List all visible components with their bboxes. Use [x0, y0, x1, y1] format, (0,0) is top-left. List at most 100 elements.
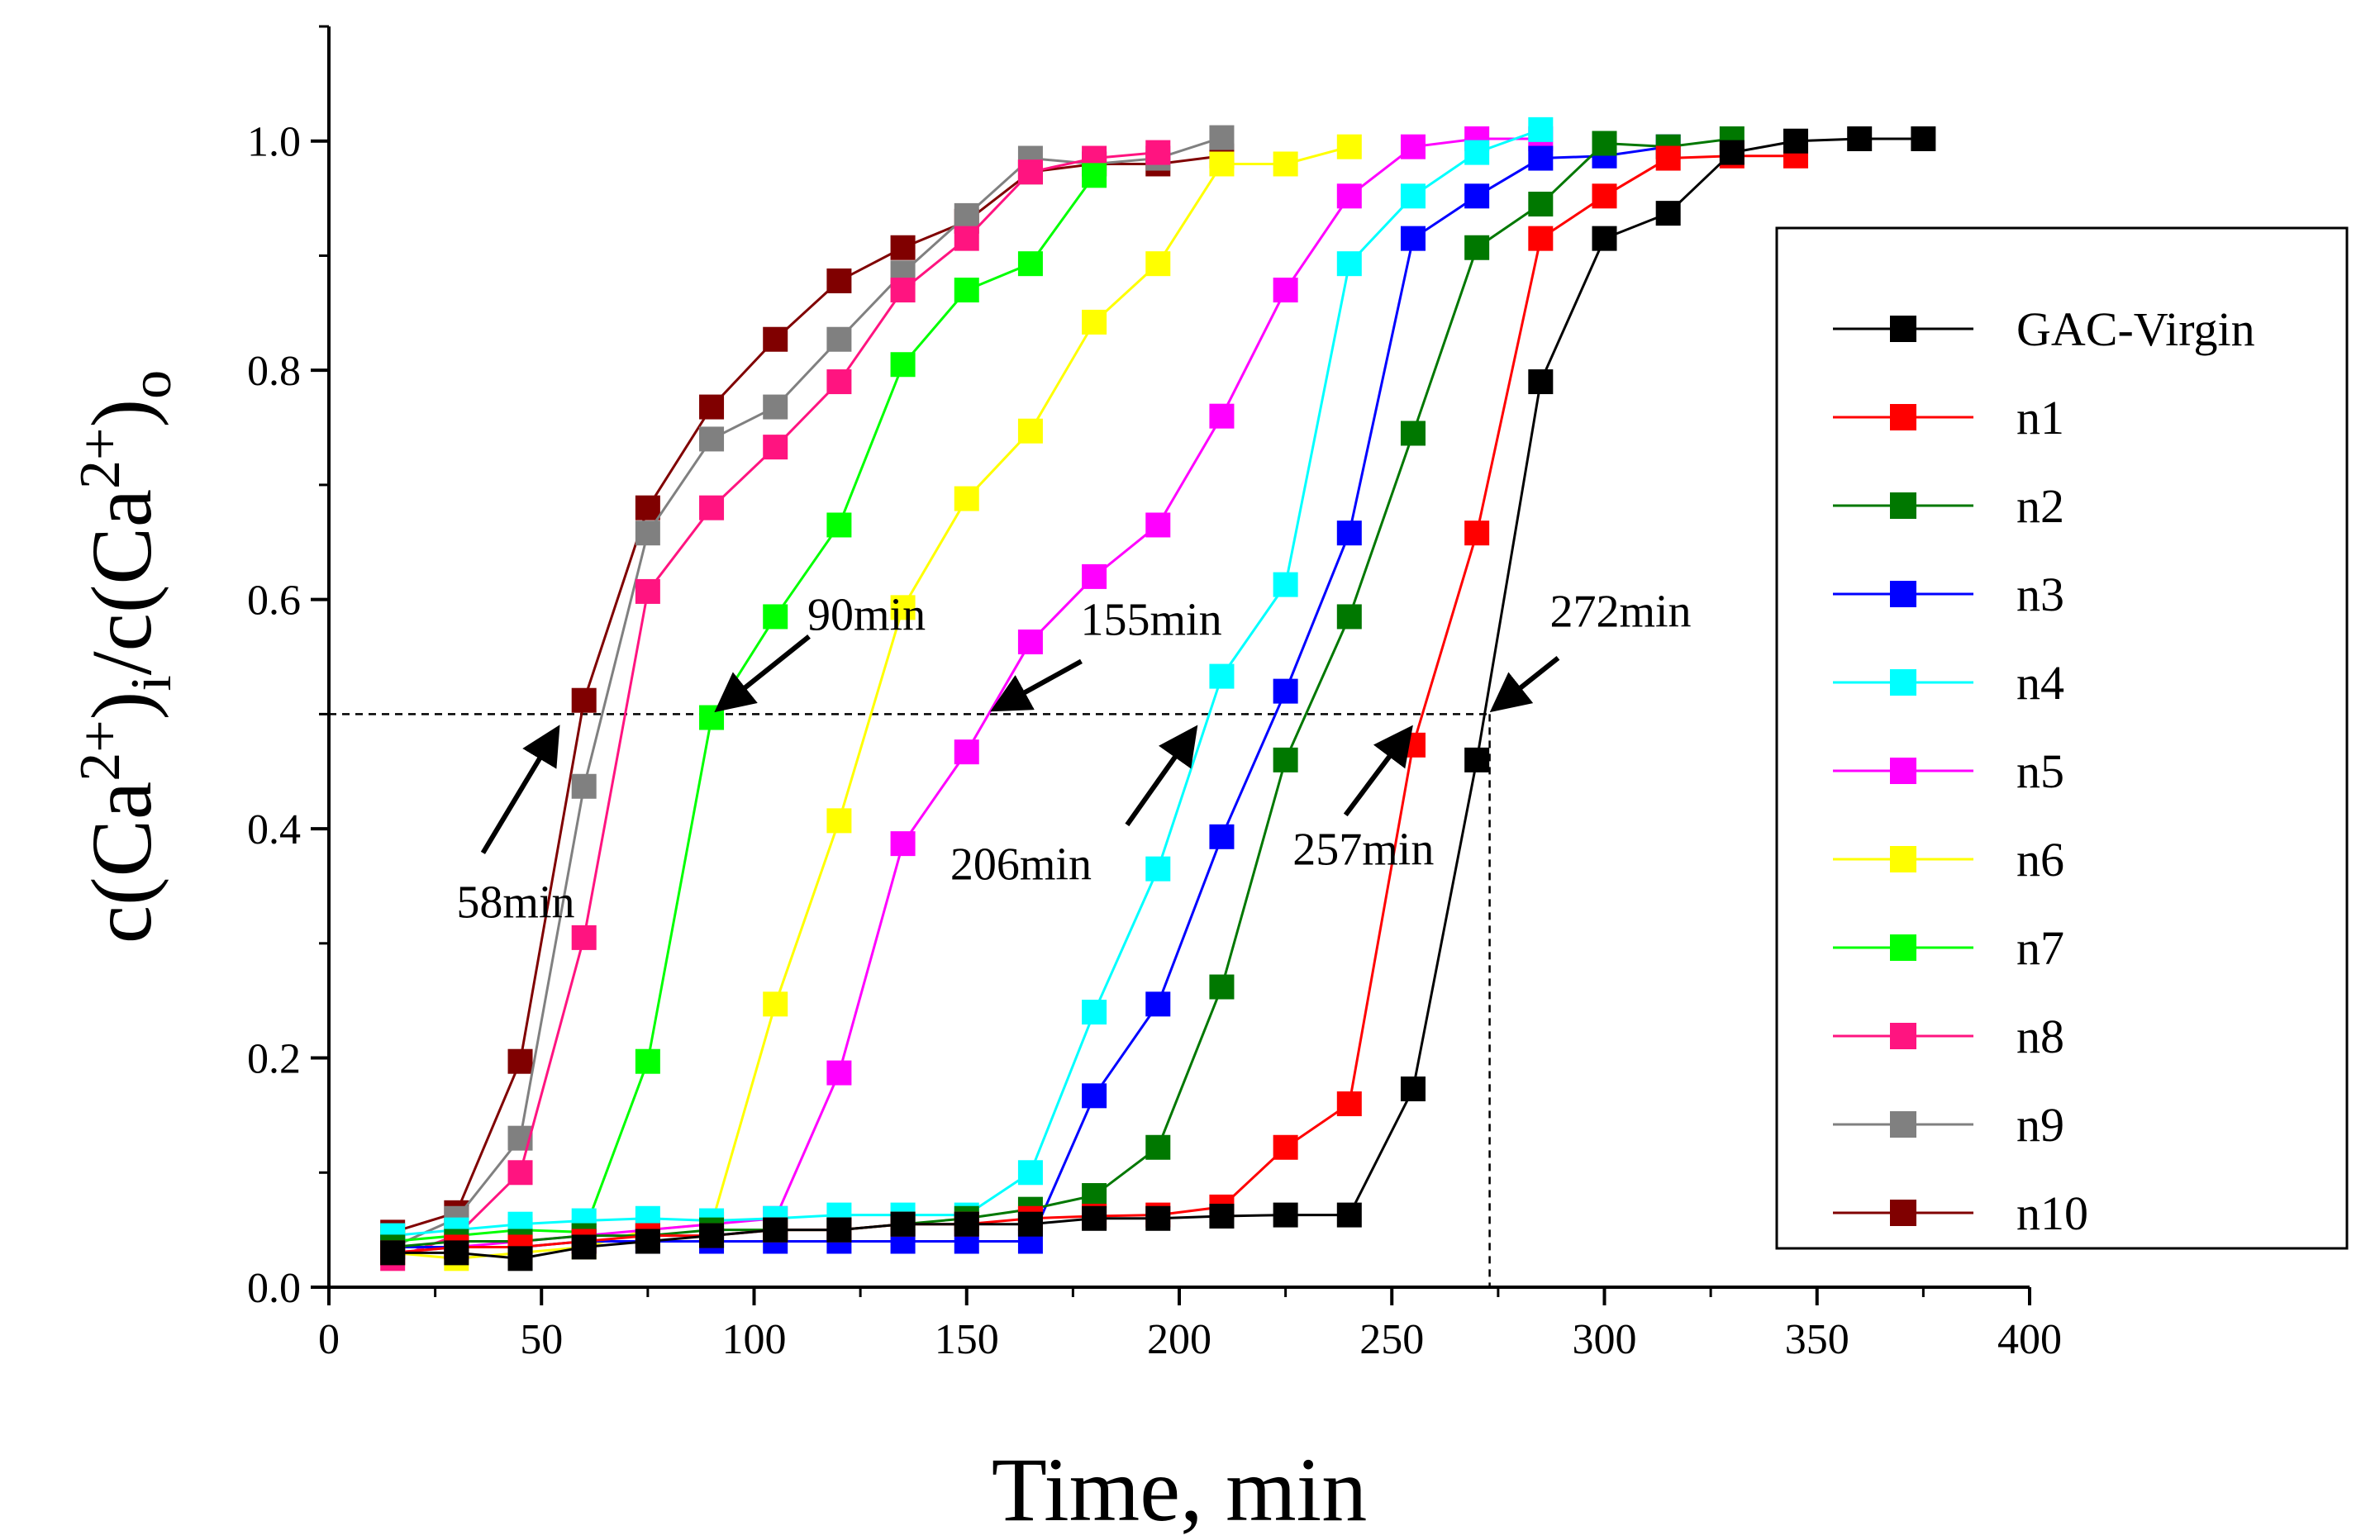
data-point	[954, 202, 979, 228]
legend-label: n4	[2016, 656, 2064, 710]
legend-label: GAC-Virgin	[2016, 302, 2255, 356]
data-point	[1592, 131, 1617, 156]
data-point	[1273, 678, 1298, 704]
data-point	[954, 486, 979, 511]
y-tick-label: 0.0	[247, 1265, 301, 1312]
data-point	[635, 1229, 660, 1254]
legend-marker	[1890, 758, 1916, 784]
x-tick-label: 350	[1785, 1316, 1849, 1363]
data-point	[826, 1060, 852, 1086]
series-GAC-Virgin	[380, 126, 1936, 1271]
data-point	[1400, 421, 1426, 446]
data-point	[1145, 991, 1171, 1017]
series-line	[393, 145, 1350, 1260]
data-point	[1273, 747, 1298, 772]
ticks: 0 50 100 150 200 250 300 350 400 0.0 0.2 0.4 0.6 0.8 1…	[247, 25, 2062, 1363]
data-point	[1464, 140, 1490, 165]
data-point	[1145, 856, 1171, 882]
data-point	[1017, 251, 1043, 277]
data-point	[763, 604, 788, 630]
legend-label: n6	[2016, 833, 2064, 886]
legend-item: n3	[1833, 568, 2064, 621]
legend-item: n9	[1833, 1098, 2064, 1152]
data-point	[1209, 824, 1235, 849]
legend-marker	[1890, 581, 1916, 607]
data-point	[1400, 183, 1426, 209]
data-point	[1082, 309, 1107, 335]
x-tick-label: 150	[935, 1316, 999, 1363]
x-tick-label: 250	[1359, 1316, 1424, 1363]
data-point	[1400, 226, 1426, 251]
data-point	[1145, 1134, 1171, 1160]
annotation-arrow	[1125, 725, 1198, 827]
data-point	[571, 1234, 597, 1260]
data-point	[507, 1048, 533, 1074]
data-point	[699, 1223, 725, 1248]
legend-item: GAC-Virgin	[1833, 302, 2255, 356]
data-point	[699, 426, 725, 452]
data-point	[1145, 1205, 1171, 1231]
series-line	[393, 174, 1096, 1243]
x-tick-label: 100	[722, 1316, 787, 1363]
data-point	[1655, 201, 1681, 226]
data-point	[1209, 663, 1235, 689]
data-point	[1017, 418, 1043, 444]
y-title-part1: c(Ca	[74, 782, 169, 943]
data-point	[763, 394, 788, 420]
data-point	[1464, 183, 1490, 209]
legend-marker	[1890, 669, 1916, 696]
data-point	[507, 1246, 533, 1271]
data-point	[1145, 512, 1171, 538]
data-point	[1145, 140, 1171, 165]
reference-lines	[329, 713, 1491, 1287]
annotation-arrow	[1489, 656, 1560, 713]
annotation-label: 257min	[1292, 824, 1434, 875]
legend-item: n4	[1833, 656, 2064, 710]
data-point	[890, 831, 916, 857]
legend-label: n7	[2016, 921, 2064, 975]
data-point	[1082, 163, 1107, 188]
series-line	[393, 137, 1733, 1248]
data-point	[763, 435, 788, 460]
annotation-label: 206min	[950, 839, 1092, 890]
legend-marker	[1890, 1111, 1916, 1138]
y-title-sub2: o	[120, 370, 183, 399]
legend-item: n6	[1833, 833, 2064, 886]
x-tick-label: 50	[520, 1316, 563, 1363]
data-point	[890, 352, 916, 378]
data-point	[826, 808, 852, 834]
y-title-sup2: 2+	[69, 428, 132, 489]
data-point	[699, 394, 725, 420]
legend-label: n5	[2016, 744, 2064, 798]
annotation-label: 155min	[1080, 594, 1221, 645]
x-tick-label: 0	[318, 1316, 340, 1363]
data-point	[763, 326, 788, 352]
data-point	[1464, 235, 1490, 260]
legend-marker	[1890, 492, 1916, 519]
data-point	[890, 595, 916, 620]
legend-label: n8	[2016, 1010, 2064, 1063]
data-point	[699, 495, 725, 520]
data-point	[635, 578, 660, 604]
data-point	[507, 1160, 533, 1186]
y-title-sub1: i	[120, 675, 183, 691]
annotation-label: 90min	[807, 589, 926, 640]
legend: GAC-Virgin n1 n2 n3 n4 n5 n6 n7 n8 n9 n10	[1775, 226, 2349, 1250]
data-point	[826, 512, 852, 538]
data-point	[1336, 183, 1362, 209]
data-point	[444, 1240, 469, 1266]
legend-label: n3	[2016, 568, 2064, 621]
data-point	[571, 924, 597, 950]
legend-item: n7	[1833, 921, 2064, 975]
data-point	[890, 235, 916, 260]
annotation-arrow	[990, 658, 1083, 712]
data-point	[1209, 151, 1235, 177]
legend-box	[1775, 226, 2349, 1250]
legend-marker	[1890, 404, 1916, 430]
data-point	[954, 226, 979, 251]
data-point	[571, 773, 597, 799]
y-tick-label: 0.4	[247, 806, 301, 853]
data-point	[1528, 369, 1554, 395]
legend-marker	[1890, 1200, 1916, 1226]
